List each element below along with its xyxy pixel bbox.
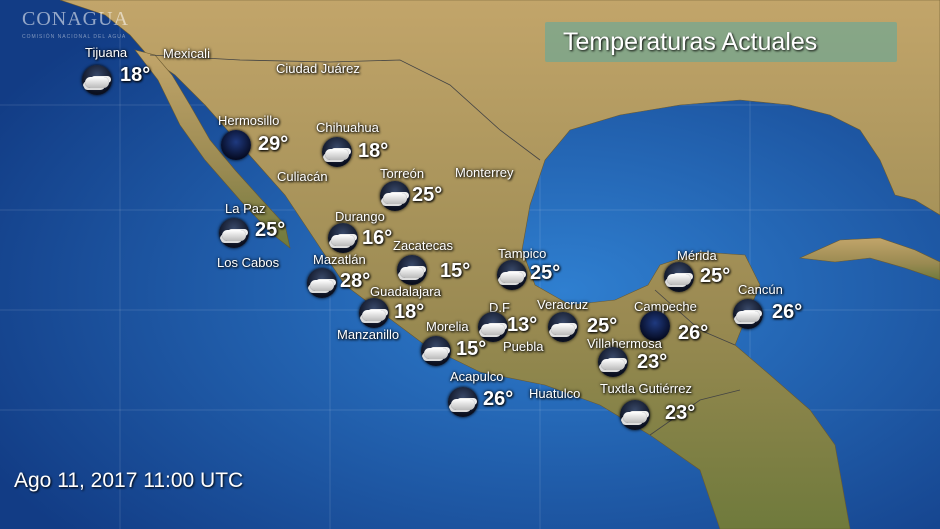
city-label: Guadalajara bbox=[370, 284, 441, 299]
city-label: Tijuana bbox=[85, 45, 128, 60]
place-label: Manzanillo bbox=[337, 327, 400, 342]
city-label: Mérida bbox=[677, 248, 717, 263]
place-label: Monterrey bbox=[455, 165, 514, 180]
city-label: Mazatlán bbox=[313, 252, 366, 267]
cloudy-icon bbox=[328, 223, 358, 253]
place-label: Huatulco bbox=[529, 386, 581, 401]
city-label: Veracruz bbox=[537, 297, 589, 312]
city-temperature: 18° bbox=[394, 301, 425, 323]
city-label: Villahermosa bbox=[587, 336, 662, 351]
cloudy-icon bbox=[448, 387, 478, 417]
city-label: Tampico bbox=[498, 246, 547, 261]
city-label: Durango bbox=[335, 209, 385, 224]
cloudy-icon bbox=[478, 312, 508, 342]
cloudy-icon bbox=[664, 262, 694, 292]
conagua-logo: CONAGUA bbox=[22, 8, 129, 30]
place-label: Los Cabos bbox=[217, 255, 280, 270]
place-label: Mexicali bbox=[163, 46, 210, 61]
city-temperature: 18° bbox=[120, 64, 151, 86]
cloudy-icon bbox=[322, 137, 352, 167]
cloudy-icon bbox=[598, 347, 628, 377]
city-label: La Paz bbox=[225, 201, 266, 216]
city-label: Cancún bbox=[738, 282, 783, 297]
cloudy-icon bbox=[359, 298, 389, 328]
city-temperature: 29° bbox=[258, 133, 289, 155]
city-temperature: 23° bbox=[637, 351, 668, 373]
city-label: Chihuahua bbox=[316, 120, 379, 135]
cloudy-icon bbox=[397, 255, 427, 285]
city-temperature: 26° bbox=[772, 301, 803, 323]
city-temperature: 16° bbox=[362, 227, 393, 249]
clear-night-icon bbox=[221, 130, 251, 160]
title-banner: Temperaturas Actuales bbox=[545, 22, 897, 62]
city-temperature: 23° bbox=[665, 402, 696, 424]
city-temperature: 26° bbox=[483, 388, 514, 410]
place-label: Puebla bbox=[503, 339, 544, 354]
city-temperature: 18° bbox=[358, 140, 389, 162]
city-temperature: 15° bbox=[456, 338, 487, 360]
baja-california bbox=[134, 49, 291, 249]
city-temperature: 25° bbox=[412, 184, 443, 206]
cloudy-icon bbox=[307, 268, 337, 298]
city-temperature: 13° bbox=[507, 314, 538, 336]
cloudy-icon bbox=[620, 400, 650, 430]
city-temperature: 25° bbox=[255, 219, 286, 241]
border-lines bbox=[149, 54, 741, 436]
city-label: Acapulco bbox=[450, 369, 504, 384]
clear-night-icon bbox=[640, 311, 670, 341]
city-label: D.F bbox=[489, 300, 510, 315]
cloudy-icon bbox=[380, 181, 410, 211]
city-label: Tuxtla Gutiérrez bbox=[600, 381, 692, 396]
cloudy-icon bbox=[82, 65, 112, 95]
city-temperature: 25° bbox=[700, 265, 731, 287]
cloudy-icon bbox=[733, 299, 763, 329]
page-title: Temperaturas Actuales bbox=[563, 28, 818, 56]
city-temperature: 25° bbox=[530, 262, 561, 284]
place-label: Ciudad Juárez bbox=[276, 61, 360, 76]
city-label: Zacatecas bbox=[393, 238, 453, 253]
place-label: Culiacán bbox=[277, 169, 328, 184]
cloudy-icon bbox=[219, 218, 249, 248]
city-label: Hermosillo bbox=[218, 113, 280, 128]
city-label: Morelia bbox=[426, 319, 469, 334]
city-label: Campeche bbox=[634, 299, 697, 314]
conagua-logo-subtitle: COMISIÓN NACIONAL DEL AGUA bbox=[22, 34, 127, 40]
city-temperature: 15° bbox=[440, 260, 471, 282]
cloudy-icon bbox=[548, 312, 578, 342]
cloudy-icon bbox=[421, 336, 451, 366]
cloudy-icon bbox=[497, 260, 527, 290]
city-temperature: 26° bbox=[678, 322, 709, 344]
city-label: Torreón bbox=[380, 166, 425, 181]
timestamp: Ago 11, 2017 11:00 UTC bbox=[14, 469, 244, 492]
city-temperature: 25° bbox=[587, 315, 618, 337]
cuba bbox=[798, 237, 940, 281]
city-temperature: 28° bbox=[340, 270, 371, 292]
